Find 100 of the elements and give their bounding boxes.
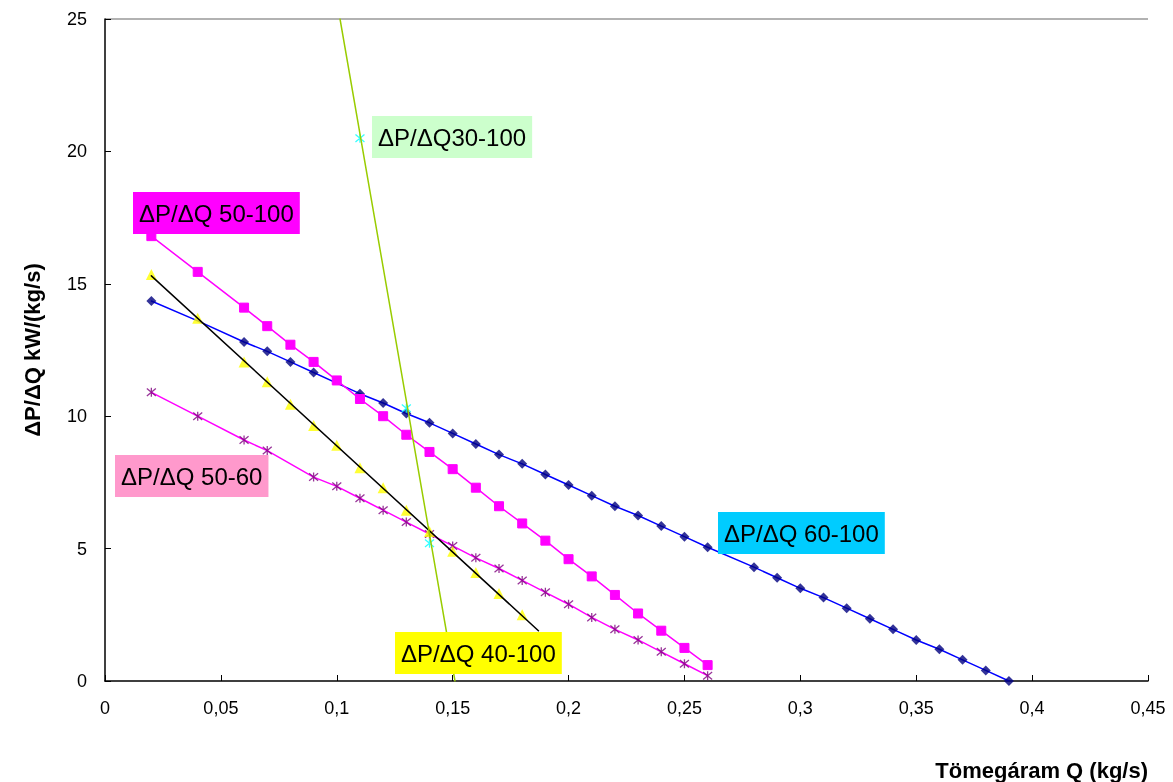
point	[540, 587, 551, 598]
y-axis-title: ΔP/ΔQ kW/(kg/s)	[19, 263, 45, 437]
point	[633, 608, 644, 619]
point	[934, 644, 945, 655]
y-tick-label: 20	[66, 141, 87, 162]
point	[378, 411, 389, 422]
point	[517, 458, 528, 469]
point	[285, 356, 296, 367]
point	[586, 571, 597, 582]
series-label: ΔP/ΔQ30-100	[378, 123, 527, 151]
point	[633, 510, 644, 521]
point	[308, 367, 319, 378]
point	[470, 552, 481, 564]
point	[980, 665, 991, 676]
point	[679, 642, 690, 653]
point	[679, 658, 690, 669]
x-tick-label: 0,4	[1019, 698, 1045, 718]
point	[331, 375, 342, 386]
point	[192, 266, 203, 277]
point	[957, 654, 968, 665]
point	[146, 296, 157, 307]
point	[748, 562, 759, 573]
point	[262, 346, 273, 357]
x-tick-label: 0,1	[324, 698, 350, 718]
point	[609, 624, 621, 635]
point	[354, 493, 366, 504]
x-tick-label: 0,25	[666, 698, 702, 718]
series-label: ΔP/ΔQ 50-100	[139, 199, 294, 227]
point	[285, 339, 296, 350]
point	[679, 531, 690, 542]
point	[331, 481, 342, 492]
point	[239, 337, 250, 348]
x-axis-title: Tömegáram Q (kg/s)	[935, 757, 1148, 782]
x-tick-label: 0,15	[435, 698, 471, 718]
point	[239, 302, 250, 313]
point	[609, 589, 620, 600]
point	[517, 518, 528, 529]
point	[493, 563, 505, 574]
point	[494, 449, 505, 460]
x-tick-label: 0	[99, 698, 111, 718]
x-tick-label: 0,2	[556, 698, 582, 718]
point	[864, 613, 875, 624]
point	[354, 393, 365, 404]
point	[146, 387, 157, 398]
point	[563, 599, 574, 610]
y-tick-label: 25	[66, 9, 87, 29]
point	[192, 411, 203, 422]
point	[772, 572, 783, 583]
point	[818, 592, 829, 603]
point	[494, 501, 505, 512]
y-tick-label: 10	[66, 406, 87, 427]
point	[911, 634, 922, 645]
x-tick-label: 0,45	[1130, 698, 1166, 718]
point	[540, 535, 551, 546]
series-label: ΔP/ΔQ 40-100	[401, 639, 556, 667]
point	[238, 434, 250, 446]
point	[841, 603, 852, 614]
point	[795, 583, 806, 594]
point	[401, 516, 412, 528]
point	[586, 490, 597, 501]
point	[586, 612, 597, 623]
point	[401, 429, 412, 440]
point	[609, 501, 620, 512]
y-tick-label: 0	[76, 671, 87, 691]
point	[1003, 676, 1014, 686]
point	[540, 469, 551, 480]
point	[447, 464, 458, 475]
series-label: ΔP/ΔQ 60-100	[724, 519, 879, 547]
y-tick-label: 5	[76, 538, 87, 559]
point	[377, 505, 389, 516]
y-tick-label: 15	[66, 273, 87, 294]
x-tick-label: 0,35	[898, 698, 934, 718]
point	[401, 403, 412, 414]
point	[424, 446, 435, 457]
point	[702, 542, 713, 553]
point	[563, 554, 574, 565]
point	[656, 625, 667, 636]
point	[470, 439, 481, 449]
point	[424, 417, 435, 428]
point	[447, 428, 458, 439]
point	[702, 670, 713, 681]
x-tick-label: 0,3	[787, 698, 813, 718]
point	[563, 480, 574, 491]
point	[470, 482, 481, 493]
point	[378, 397, 389, 408]
series-label: ΔP/ΔQ 50-60	[121, 462, 263, 490]
x-tick-label: 0,05	[203, 698, 239, 718]
point	[308, 471, 319, 483]
point	[262, 445, 273, 456]
point	[447, 540, 458, 552]
point	[702, 660, 713, 671]
point	[424, 538, 435, 549]
point	[262, 321, 273, 332]
point	[656, 646, 667, 658]
point	[354, 133, 366, 144]
point	[517, 575, 528, 586]
point	[308, 356, 319, 367]
point	[632, 634, 644, 646]
point	[656, 521, 667, 532]
point	[888, 624, 899, 635]
